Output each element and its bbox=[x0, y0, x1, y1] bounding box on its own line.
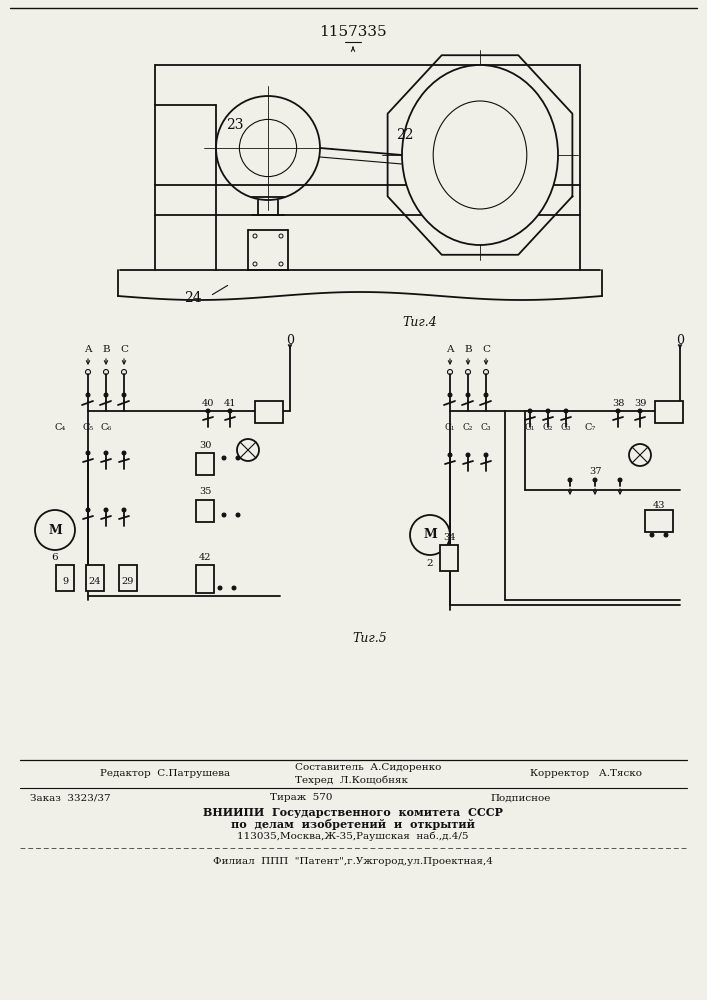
Text: Техред  Л.Кощобняк: Техред Л.Кощобняк bbox=[295, 775, 408, 785]
Text: по  делам  изобретений  и  открытий: по делам изобретений и открытий bbox=[231, 818, 475, 830]
Text: 30: 30 bbox=[199, 442, 211, 450]
Circle shape bbox=[593, 478, 597, 482]
Text: ВНИИПИ  Государственного  комитета  СССР: ВНИИПИ Государственного комитета СССР bbox=[203, 806, 503, 818]
Text: Заказ  3323/37: Заказ 3323/37 bbox=[30, 794, 110, 802]
Circle shape bbox=[236, 513, 240, 517]
Bar bbox=[655, 401, 683, 423]
Text: C₁: C₁ bbox=[445, 424, 455, 432]
Text: C₃: C₃ bbox=[481, 424, 491, 432]
Text: C₇: C₇ bbox=[585, 424, 595, 432]
Circle shape bbox=[466, 453, 470, 457]
Text: Филиал  ППП  "Патент",г.Ужгород,ул.Проектная,4: Филиал ППП "Патент",г.Ужгород,ул.Проектн… bbox=[213, 857, 493, 866]
Bar bbox=[56, 565, 74, 591]
Bar bbox=[86, 565, 104, 591]
Text: Подписное: Подписное bbox=[490, 794, 550, 802]
Text: 6: 6 bbox=[52, 554, 58, 562]
Bar bbox=[255, 401, 283, 423]
Circle shape bbox=[638, 409, 642, 413]
Circle shape bbox=[206, 409, 210, 413]
Circle shape bbox=[218, 586, 222, 590]
Circle shape bbox=[104, 451, 108, 455]
Text: Τиг.5: Τиг.5 bbox=[353, 632, 387, 645]
Text: Редактор  С.Патрушева: Редактор С.Патрушева bbox=[100, 768, 230, 778]
Bar bbox=[645, 510, 673, 532]
Circle shape bbox=[222, 513, 226, 517]
Text: 23: 23 bbox=[226, 118, 244, 132]
Text: 113035,Москва,Ж-35,Раушская  наб.,д.4/5: 113035,Москва,Ж-35,Раушская наб.,д.4/5 bbox=[238, 831, 469, 841]
Ellipse shape bbox=[402, 65, 558, 245]
Text: 42: 42 bbox=[199, 552, 211, 562]
Circle shape bbox=[86, 393, 90, 397]
Text: 24: 24 bbox=[89, 578, 101, 586]
Ellipse shape bbox=[433, 101, 527, 209]
Text: 0: 0 bbox=[676, 334, 684, 347]
Text: Τиг.4: Τиг.4 bbox=[402, 316, 438, 328]
Text: C₄: C₄ bbox=[54, 424, 66, 432]
Text: C: C bbox=[482, 346, 490, 355]
Text: M: M bbox=[423, 528, 437, 542]
Bar bbox=[440, 545, 458, 571]
Circle shape bbox=[466, 393, 470, 397]
Text: A: A bbox=[84, 346, 92, 355]
Circle shape bbox=[448, 453, 452, 457]
Circle shape bbox=[228, 409, 232, 413]
Circle shape bbox=[664, 533, 668, 537]
Text: 40: 40 bbox=[201, 398, 214, 408]
Circle shape bbox=[484, 453, 488, 457]
Bar bbox=[196, 500, 214, 522]
Text: C₅: C₅ bbox=[83, 424, 93, 432]
Text: B: B bbox=[464, 346, 472, 355]
Text: 38: 38 bbox=[612, 398, 624, 408]
Text: Составитель  А.Сидоренко: Составитель А.Сидоренко bbox=[295, 764, 441, 772]
Circle shape bbox=[122, 508, 126, 512]
Circle shape bbox=[236, 456, 240, 460]
Text: 22: 22 bbox=[396, 128, 414, 142]
Circle shape bbox=[122, 393, 126, 397]
Circle shape bbox=[618, 478, 622, 482]
Text: A: A bbox=[446, 346, 454, 355]
Text: C₁: C₁ bbox=[525, 424, 535, 432]
Circle shape bbox=[546, 409, 550, 413]
Text: Тираж  570: Тираж 570 bbox=[270, 794, 332, 802]
Text: C₃: C₃ bbox=[561, 424, 571, 432]
Circle shape bbox=[104, 393, 108, 397]
Bar bbox=[196, 453, 214, 475]
Text: C₂: C₂ bbox=[543, 424, 554, 432]
Circle shape bbox=[222, 456, 226, 460]
Circle shape bbox=[484, 393, 488, 397]
Circle shape bbox=[528, 409, 532, 413]
Text: B: B bbox=[103, 346, 110, 355]
Text: 0: 0 bbox=[286, 334, 294, 347]
Text: 24: 24 bbox=[185, 291, 201, 305]
Text: C₂: C₂ bbox=[463, 424, 473, 432]
Text: 9: 9 bbox=[62, 578, 68, 586]
Text: 37: 37 bbox=[589, 468, 601, 477]
Circle shape bbox=[616, 409, 620, 413]
Text: M: M bbox=[48, 524, 62, 536]
Circle shape bbox=[86, 451, 90, 455]
Bar bbox=[196, 565, 214, 593]
Circle shape bbox=[650, 533, 654, 537]
Circle shape bbox=[122, 451, 126, 455]
Text: 1157335: 1157335 bbox=[319, 25, 387, 39]
Circle shape bbox=[86, 508, 90, 512]
Circle shape bbox=[564, 409, 568, 413]
Circle shape bbox=[448, 393, 452, 397]
Circle shape bbox=[104, 508, 108, 512]
Text: 43: 43 bbox=[653, 502, 665, 510]
Text: 41: 41 bbox=[223, 398, 236, 408]
Bar bbox=[119, 565, 137, 591]
Text: Корректор   А.Тяско: Корректор А.Тяско bbox=[530, 770, 642, 778]
Text: 39: 39 bbox=[633, 398, 646, 408]
Circle shape bbox=[568, 478, 572, 482]
Text: C₆: C₆ bbox=[100, 424, 112, 432]
Text: 34: 34 bbox=[443, 532, 455, 542]
Text: C: C bbox=[120, 346, 128, 355]
Text: 35: 35 bbox=[199, 488, 211, 496]
Text: 29: 29 bbox=[122, 578, 134, 586]
Circle shape bbox=[232, 586, 236, 590]
Text: 2: 2 bbox=[427, 558, 433, 568]
